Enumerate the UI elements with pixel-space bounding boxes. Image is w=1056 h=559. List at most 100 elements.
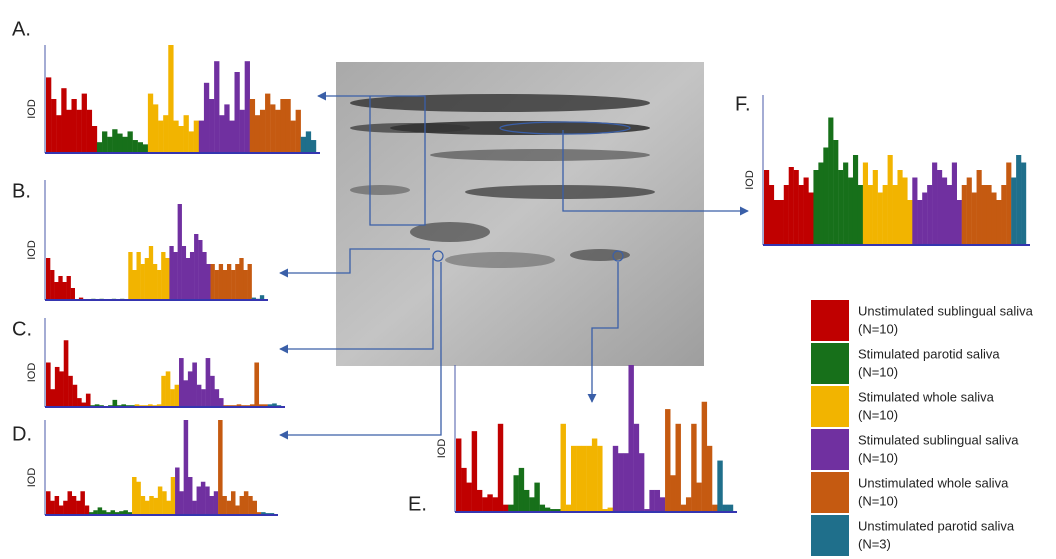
bar [141,496,146,515]
bar [161,252,165,300]
bar [227,264,231,300]
bar [178,204,182,300]
bar [858,185,863,245]
bar [240,110,245,153]
legend-count: (N=10) [858,493,898,508]
bar [1011,178,1016,246]
bar [55,367,60,407]
bar [77,398,82,407]
bar [676,424,681,512]
bar [229,121,234,153]
bar [50,501,55,515]
bar [179,358,184,407]
bar [214,61,219,153]
bar [250,99,255,153]
bar [561,424,566,512]
bar [962,185,967,245]
bar [168,45,173,153]
bar [227,501,232,515]
gel-image [336,62,704,366]
bar [952,163,957,246]
bar [194,234,198,300]
bar [169,246,173,300]
bar [927,185,932,245]
bar [61,88,66,153]
bar [222,496,227,515]
bar [932,163,937,246]
bar [566,505,571,512]
bar [245,61,250,153]
bar [145,258,149,300]
bar [853,155,858,245]
bar [163,115,168,153]
bar [649,490,654,512]
bar [59,371,64,407]
bar [863,163,868,246]
bar [219,115,224,153]
bar [184,115,189,153]
bar [487,494,492,512]
bar [823,148,828,246]
bar [189,131,194,153]
bar [1021,163,1026,246]
bar [128,131,133,153]
bar [46,363,51,408]
bar [597,446,602,512]
bar [149,496,154,515]
bar [991,193,996,246]
bar [186,258,190,300]
chart-label: D. [12,423,32,445]
legend-count: (N=10) [858,450,898,465]
bar [833,140,838,245]
bar [56,115,61,153]
bar [132,477,137,515]
bar [54,282,58,300]
bar [128,252,132,300]
bar [117,134,122,153]
bar [46,258,50,300]
bar [178,126,183,153]
bar [503,505,508,512]
bar [922,193,927,246]
bar [912,178,917,246]
y-axis-label: IOD [744,170,756,190]
bar [183,380,188,407]
y-axis-label: IOD [436,439,448,459]
bar [161,376,166,407]
bar [240,496,245,515]
bar [907,200,912,245]
bar [784,185,789,245]
bar [774,200,779,245]
bar [581,446,586,512]
bar [210,376,215,407]
bar [97,142,102,153]
legend-swatch [811,343,849,384]
bar [239,258,243,300]
bar [122,137,127,153]
bar [209,496,214,515]
bar [166,501,171,515]
bar [670,475,675,512]
bar [843,163,848,246]
bar [188,371,193,407]
bar [136,252,140,300]
bar [72,496,77,515]
bar [498,424,503,512]
bar [696,483,701,512]
bar [306,131,311,153]
legend-swatch [811,515,849,556]
bar [813,170,818,245]
bar [576,446,581,512]
bar [986,185,991,245]
bar [902,178,907,246]
bar [235,264,239,300]
bar [957,200,962,245]
bar [98,507,103,515]
bar [493,497,498,512]
bar [848,178,853,246]
bar [59,506,64,516]
bar [291,121,296,153]
bar [198,240,202,300]
bar [799,185,804,245]
bar [219,264,223,300]
